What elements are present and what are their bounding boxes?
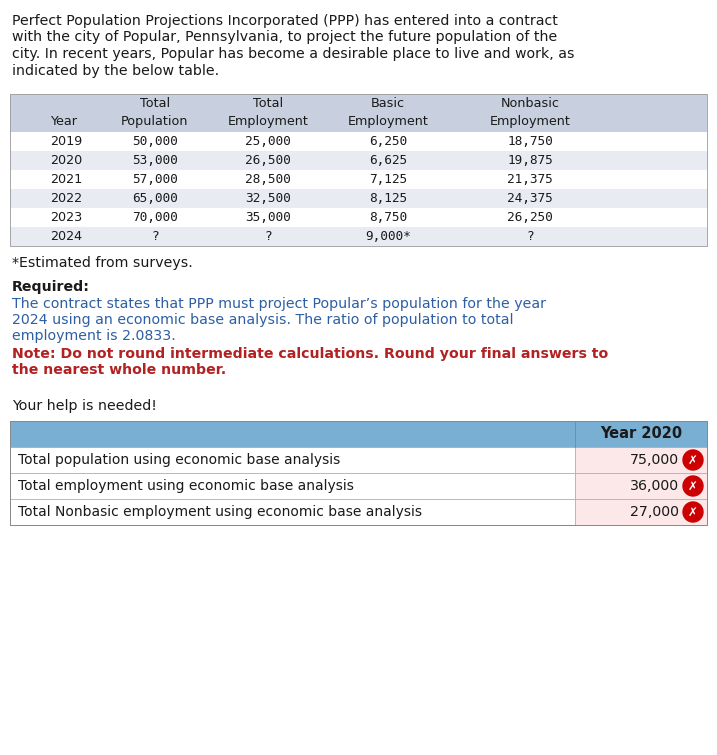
Bar bbox=[10, 170, 707, 189]
Text: 35,000: 35,000 bbox=[245, 211, 291, 224]
Text: 27,000: 27,000 bbox=[630, 505, 679, 519]
Bar bbox=[10, 447, 575, 473]
Text: ✗: ✗ bbox=[688, 506, 698, 519]
Bar bbox=[10, 208, 707, 227]
Text: ?: ? bbox=[151, 230, 158, 243]
Bar bbox=[10, 189, 707, 208]
Text: Year 2020: Year 2020 bbox=[600, 427, 682, 442]
Bar bbox=[10, 421, 707, 525]
Text: 9,000*: 9,000* bbox=[365, 230, 411, 243]
Circle shape bbox=[683, 476, 703, 496]
Text: 2021: 2021 bbox=[50, 173, 82, 186]
Text: 25,000: 25,000 bbox=[245, 135, 291, 148]
Text: Note: Do not round intermediate calculations. Round your final answers to: Note: Do not round intermediate calculat… bbox=[12, 347, 608, 361]
Text: Your help is needed!: Your help is needed! bbox=[12, 399, 157, 413]
Bar bbox=[575, 473, 707, 499]
Text: 26,500: 26,500 bbox=[245, 154, 291, 167]
Text: The contract states that PPP must project Popular’s population for the year: The contract states that PPP must projec… bbox=[12, 297, 546, 311]
Text: 50,000: 50,000 bbox=[132, 135, 178, 148]
Bar bbox=[10, 499, 575, 525]
Text: Perfect Population Projections Incorporated (PPP) has entered into a contract: Perfect Population Projections Incorpora… bbox=[12, 14, 558, 28]
Text: Total Nonbasic employment using economic base analysis: Total Nonbasic employment using economic… bbox=[18, 505, 422, 519]
Text: 65,000: 65,000 bbox=[132, 192, 178, 205]
Bar bbox=[10, 132, 707, 151]
Bar bbox=[575, 447, 707, 473]
Text: with the city of Popular, Pennsylvania, to project the future population of the: with the city of Popular, Pennsylvania, … bbox=[12, 30, 557, 45]
Text: 36,000: 36,000 bbox=[630, 479, 679, 493]
Circle shape bbox=[683, 450, 703, 470]
Text: ✗: ✗ bbox=[688, 454, 698, 467]
Bar bbox=[10, 473, 575, 499]
Text: 7,125: 7,125 bbox=[369, 173, 407, 186]
Text: 2024 using an economic base analysis. The ratio of population to total: 2024 using an economic base analysis. Th… bbox=[12, 313, 513, 327]
Text: 57,000: 57,000 bbox=[132, 173, 178, 186]
Text: 2023: 2023 bbox=[50, 211, 82, 224]
Text: Population: Population bbox=[121, 115, 189, 128]
Text: 53,000: 53,000 bbox=[132, 154, 178, 167]
Text: 6,250: 6,250 bbox=[369, 135, 407, 148]
Text: 70,000: 70,000 bbox=[132, 211, 178, 224]
Text: Year: Year bbox=[50, 115, 77, 128]
Text: 8,125: 8,125 bbox=[369, 192, 407, 205]
Text: 75,000: 75,000 bbox=[630, 453, 679, 467]
Text: 32,500: 32,500 bbox=[245, 192, 291, 205]
Text: 21,375: 21,375 bbox=[507, 173, 553, 186]
Text: city. In recent years, Popular has become a desirable place to live and work, as: city. In recent years, Popular has becom… bbox=[12, 47, 574, 61]
Text: 28,500: 28,500 bbox=[245, 173, 291, 186]
Bar bbox=[10, 151, 707, 170]
Text: *Estimated from surveys.: *Estimated from surveys. bbox=[12, 256, 193, 270]
Text: Total: Total bbox=[253, 97, 283, 110]
Circle shape bbox=[683, 502, 703, 522]
Text: Required:: Required: bbox=[12, 280, 90, 294]
Bar bbox=[10, 227, 707, 246]
Text: ?: ? bbox=[264, 230, 272, 243]
Bar bbox=[10, 421, 707, 447]
Bar bbox=[10, 94, 707, 132]
Text: 2022: 2022 bbox=[50, 192, 82, 205]
Text: the nearest whole number.: the nearest whole number. bbox=[12, 363, 227, 377]
Text: 26,250: 26,250 bbox=[507, 211, 553, 224]
Text: 2019: 2019 bbox=[50, 135, 82, 148]
Bar bbox=[10, 94, 707, 246]
Text: Employment: Employment bbox=[490, 115, 571, 128]
Text: Total: Total bbox=[140, 97, 170, 110]
Bar bbox=[575, 499, 707, 525]
Text: ?: ? bbox=[526, 230, 534, 243]
Text: 24,375: 24,375 bbox=[507, 192, 553, 205]
Text: Total population using economic base analysis: Total population using economic base ana… bbox=[18, 453, 341, 467]
Text: ✗: ✗ bbox=[688, 479, 698, 492]
Text: 6,625: 6,625 bbox=[369, 154, 407, 167]
Text: 8,750: 8,750 bbox=[369, 211, 407, 224]
Text: Total employment using economic base analysis: Total employment using economic base ana… bbox=[18, 479, 354, 493]
Text: Employment: Employment bbox=[227, 115, 308, 128]
Text: Nonbasic: Nonbasic bbox=[500, 97, 559, 110]
Text: 19,875: 19,875 bbox=[507, 154, 553, 167]
Text: 2024: 2024 bbox=[50, 230, 82, 243]
Text: Employment: Employment bbox=[348, 115, 429, 128]
Text: Basic: Basic bbox=[371, 97, 405, 110]
Text: indicated by the below table.: indicated by the below table. bbox=[12, 63, 219, 78]
Text: 18,750: 18,750 bbox=[507, 135, 553, 148]
Text: employment is 2.0833.: employment is 2.0833. bbox=[12, 329, 176, 343]
Text: 2020: 2020 bbox=[50, 154, 82, 167]
